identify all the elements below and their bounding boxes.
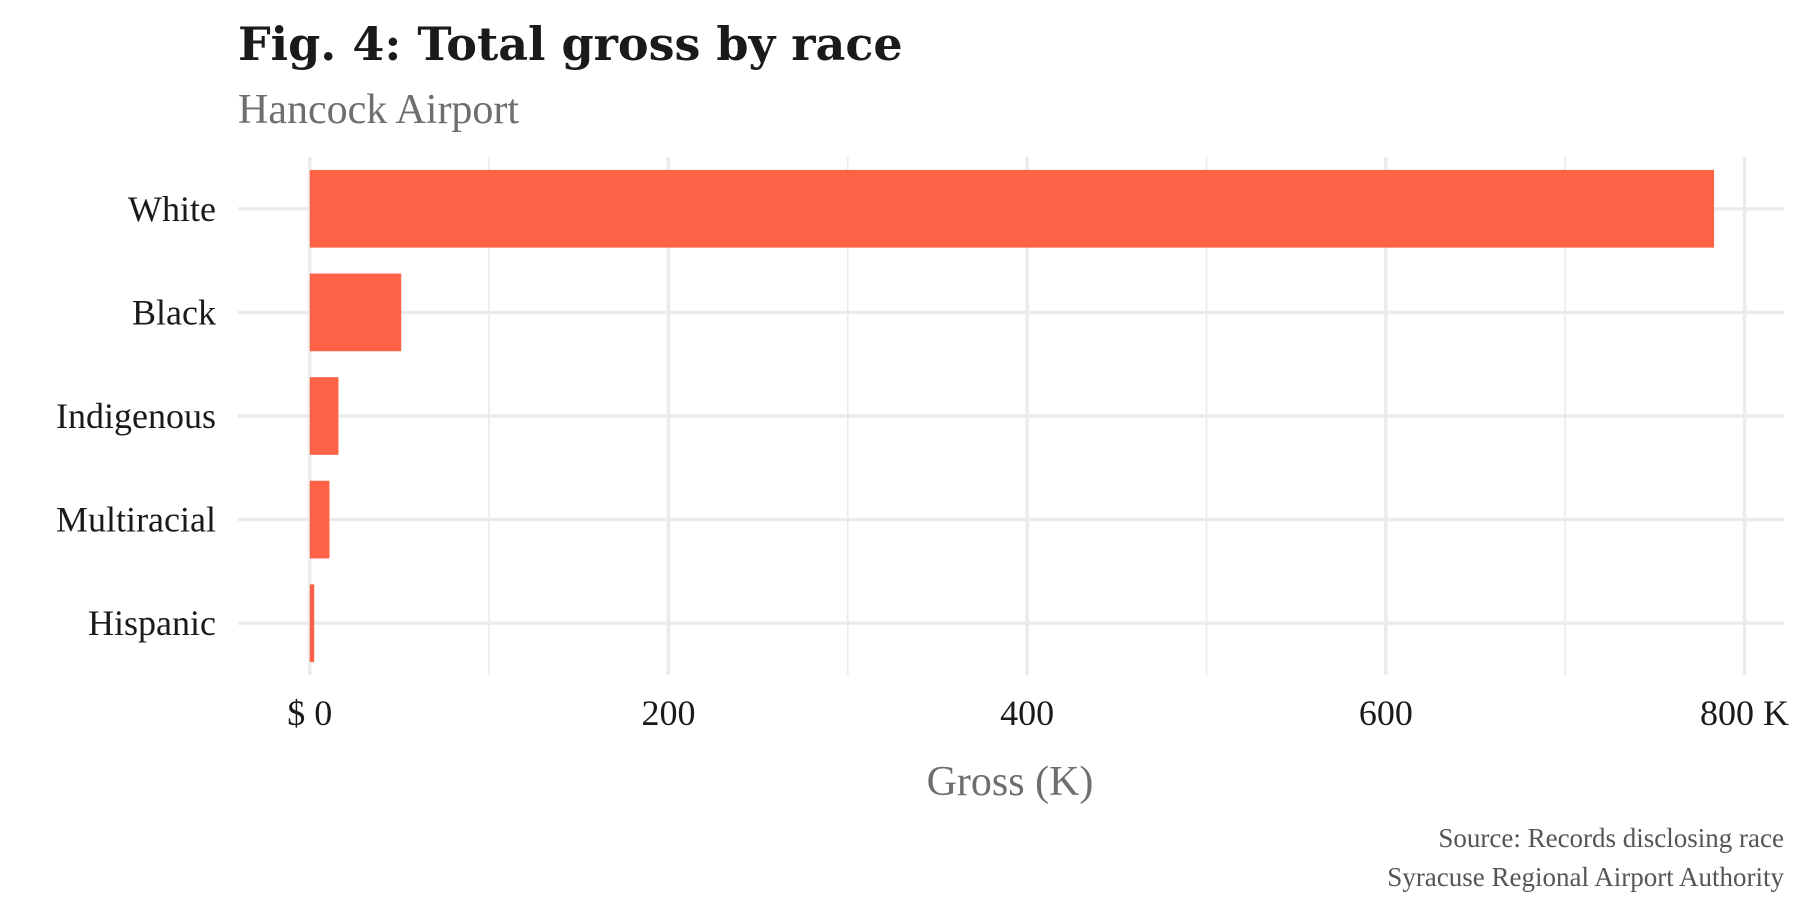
category-label-black: Black — [132, 292, 216, 332]
x-tick-label-0: $ 0 — [287, 693, 332, 733]
caption-authority: Syracuse Regional Airport Authority — [1387, 862, 1784, 892]
bars — [309, 169, 1715, 663]
bar-hispanic — [309, 584, 315, 663]
bar-white — [309, 169, 1715, 248]
chart-title: Fig. 4: Total gross by race — [238, 17, 903, 71]
x-tick-label-3: 600 — [1359, 693, 1413, 733]
category-label-hispanic: Hispanic — [88, 603, 216, 643]
caption-source: Source: Records disclosing race — [1438, 823, 1784, 853]
x-axis-title: Gross (K) — [927, 759, 1094, 805]
bar-black — [309, 273, 402, 352]
chart-subtitle: Hancock Airport — [238, 87, 519, 133]
category-label-indigenous: Indigenous — [56, 396, 216, 436]
x-tick-labels: $ 0 200 400 600 800 K — [287, 693, 1789, 733]
category-label-white: White — [128, 189, 216, 229]
bar-multiracial — [309, 480, 330, 559]
x-tick-label-1: 200 — [641, 693, 695, 733]
bar-indigenous — [309, 377, 339, 455]
x-tick-label-2: 400 — [1000, 693, 1054, 733]
category-label-multiracial: Multiracial — [56, 500, 216, 540]
category-labels: White Black Indigenous Multiracial Hispanic — [56, 189, 216, 643]
x-tick-label-4: 800 K — [1700, 693, 1789, 733]
